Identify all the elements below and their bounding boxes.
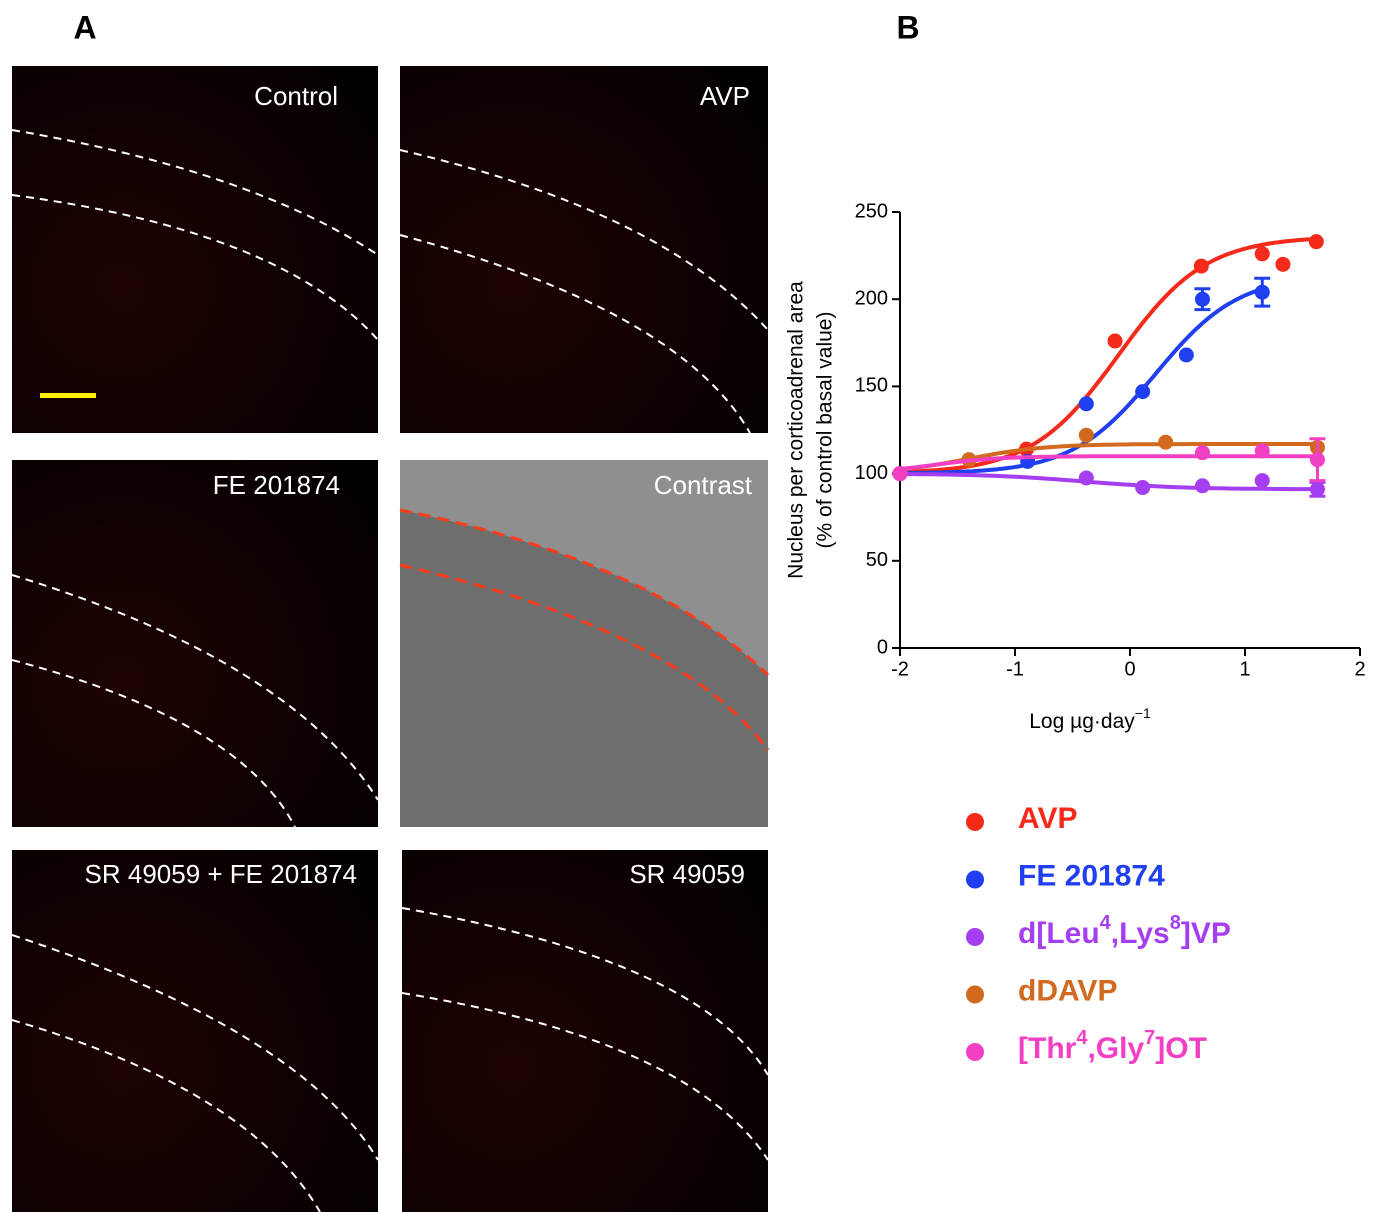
micrograph: FE 201874 [11, 460, 379, 828]
legend-marker [966, 870, 984, 889]
data-point [1308, 234, 1324, 250]
panel-label: A [73, 9, 96, 45]
x-tick-label: 1 [1239, 658, 1250, 680]
y-tick-label: 50 [866, 549, 888, 571]
legend-label-text: FE 201874 [1018, 859, 1165, 892]
data-point [1275, 256, 1291, 272]
x-axis-label-sup: −1 [1135, 705, 1151, 721]
data-point [1135, 384, 1151, 400]
legend-label-sup: 7 [1144, 1027, 1155, 1049]
data-point [1309, 481, 1325, 497]
image-caption: AVP [700, 81, 750, 111]
fit-curve [899, 454, 1318, 471]
micrograph: SR 49059 + FE 201874 [11, 850, 379, 1212]
data-point [1078, 427, 1094, 443]
legend-label-text: ,Lys [1111, 917, 1170, 950]
legend-label-sup: 4 [1076, 1027, 1088, 1049]
data-point [1135, 480, 1151, 496]
y-axis-label: (% of control basal value) [814, 312, 837, 549]
image-caption: SR 49059 [629, 859, 745, 889]
x-tick-label: -2 [891, 658, 909, 680]
x-axis-label-text: Log µg·day [1029, 710, 1135, 733]
x-tick-label: 0 [1124, 658, 1135, 680]
legend-label-text: [Thr [1018, 1032, 1077, 1065]
data-point [1309, 452, 1325, 468]
y-tick-label: 250 [855, 200, 888, 222]
image-caption: SR 49059 + FE 201874 [85, 859, 357, 889]
legend-label-text: ]OT [1155, 1032, 1207, 1065]
data-point [1194, 445, 1210, 461]
data-point [892, 466, 908, 482]
legend-marker [966, 813, 984, 831]
data-point [1254, 284, 1270, 300]
micrograph: SR 49059 [401, 850, 769, 1212]
data-point [1254, 473, 1270, 489]
data-point [1107, 333, 1123, 349]
image-caption: Contrast [654, 470, 753, 500]
data-point [1254, 443, 1270, 459]
legend-label: [Thr4,Gly7]OT [1018, 1027, 1207, 1065]
x-tick-label: 2 [1354, 658, 1365, 680]
legend-label-sup: 4 [1100, 912, 1112, 934]
y-axis-label: Nucleus per corticoadrenal area [785, 281, 808, 579]
legend-label-text: dDAVP [1018, 974, 1117, 1007]
legend-label-text: d[Leu [1018, 917, 1100, 950]
data-point [1158, 434, 1174, 450]
image-caption: Control [254, 81, 338, 111]
legend-label-sup: 8 [1170, 912, 1181, 934]
y-tick-label: 150 [855, 375, 888, 397]
legend-label: d[Leu4,Lys8]VP [1018, 912, 1231, 950]
y-tick-label: 200 [855, 287, 888, 309]
legend-label: dDAVP [1018, 974, 1117, 1007]
legend-label-text: ]VP [1181, 917, 1231, 950]
y-tick-label: 0 [877, 636, 888, 658]
legend-marker [966, 928, 984, 946]
fit-curve [900, 472, 1318, 492]
image-caption: FE 201874 [213, 470, 340, 500]
legend-marker [966, 985, 984, 1004]
data-point [1078, 470, 1094, 486]
legend-marker [966, 1043, 984, 1061]
data-point [1178, 347, 1194, 363]
x-axis-label: Log µg·day−1 [1029, 705, 1151, 733]
y-tick-label: 100 [855, 462, 888, 484]
legend-label-text: AVP [1018, 802, 1077, 835]
chart: 0 50 100 150 200 250 -2 -1 0 1 2 Nucleus per cortic… [785, 200, 1366, 1065]
data-point [1254, 246, 1270, 262]
micrograph: Control [11, 66, 379, 433]
micrograph: AVP [399, 66, 769, 434]
data-point [1194, 291, 1210, 307]
panel-label: B [896, 9, 919, 45]
fit-curve [899, 236, 1317, 475]
data-point [1194, 478, 1210, 494]
legend-label-text: ,Gly [1087, 1032, 1144, 1065]
micrograph: Contrast [399, 460, 770, 827]
legend-label: AVP [1018, 802, 1077, 835]
x-tick-label: -1 [1006, 658, 1024, 680]
data-point [1193, 258, 1209, 274]
legend-label: FE 201874 [1018, 859, 1165, 892]
data-point [1078, 396, 1094, 412]
